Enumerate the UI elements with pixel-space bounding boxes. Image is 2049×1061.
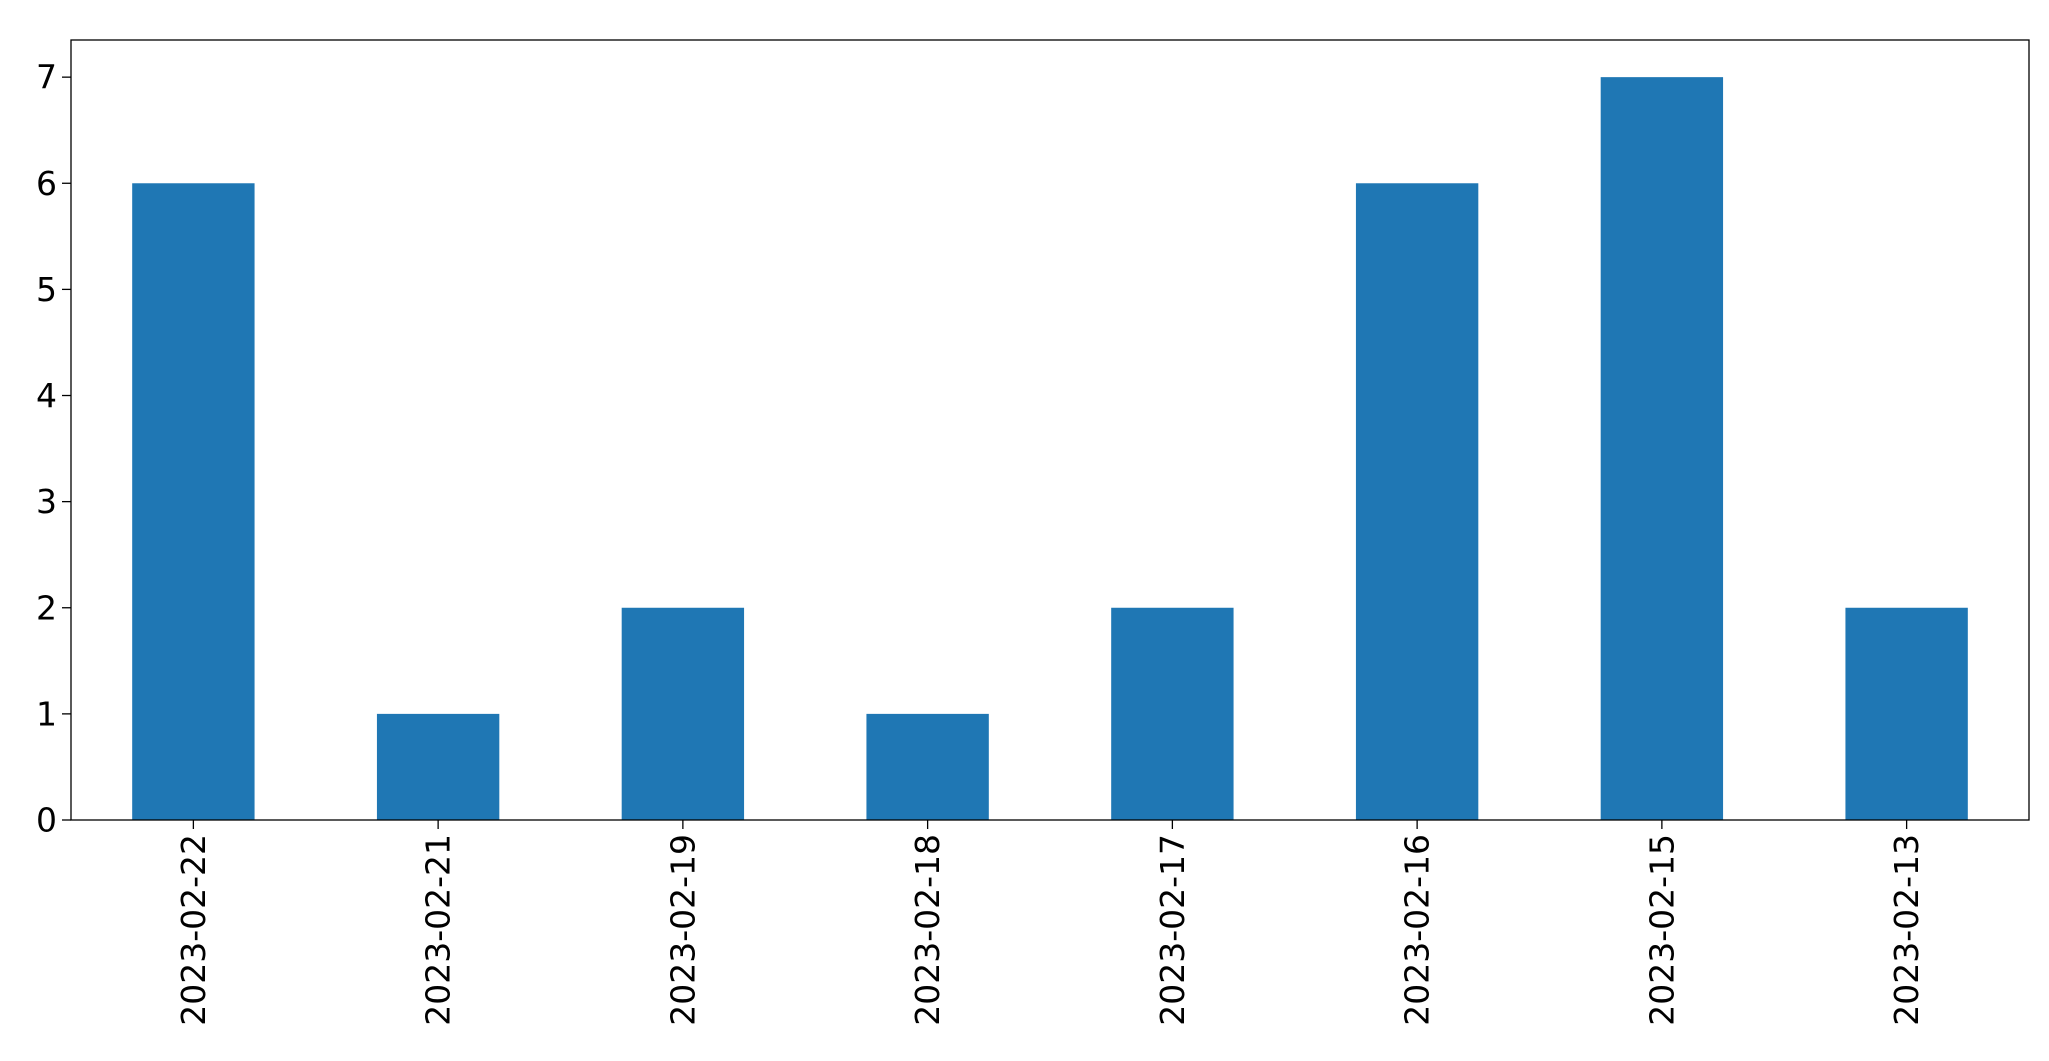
y-tick-label: 1	[36, 694, 57, 733]
y-tick-label: 7	[36, 58, 57, 97]
bar-2023-02-16	[1355, 183, 1479, 820]
x-tick-label: 2023-02-17	[1153, 834, 1192, 1026]
x-tick-label: 2023-02-13	[1887, 834, 1926, 1026]
bar-2023-02-17	[1111, 607, 1234, 820]
bar-2023-02-22	[132, 183, 255, 820]
x-tick-label: 2023-02-15	[1642, 834, 1681, 1026]
y-tick-label: 5	[36, 270, 57, 309]
plot-frame	[70, 39, 2030, 821]
bar-2023-02-18	[866, 713, 989, 820]
bars-group	[132, 77, 1968, 820]
x-tick-label: 2023-02-19	[663, 834, 702, 1026]
x-tick-label: 2023-02-16	[1398, 834, 1437, 1026]
y-tick-label: 3	[36, 482, 57, 521]
x-tick-label: 2023-02-18	[908, 834, 947, 1026]
y-tick-label: 0	[36, 801, 57, 840]
x-axis-ticks: 2023-02-22 2023-02-21 2023-02-19 2023-02-18…	[174, 820, 1926, 1026]
bar-2023-02-19	[621, 607, 745, 820]
y-tick-label: 6	[36, 164, 57, 203]
bar-2023-02-15	[1600, 77, 1724, 820]
y-axis-ticks: 0 1 2 3 4 5 6 7	[36, 58, 71, 840]
axes-group	[70, 39, 2030, 821]
x-tick-label: 2023-02-22	[174, 834, 213, 1026]
y-tick-label: 2	[36, 588, 57, 627]
x-tick-label: 2023-02-21	[419, 834, 458, 1026]
bar-2023-02-21	[376, 713, 500, 820]
bar-2023-02-13	[1845, 607, 1968, 820]
y-tick-label: 4	[36, 376, 57, 415]
